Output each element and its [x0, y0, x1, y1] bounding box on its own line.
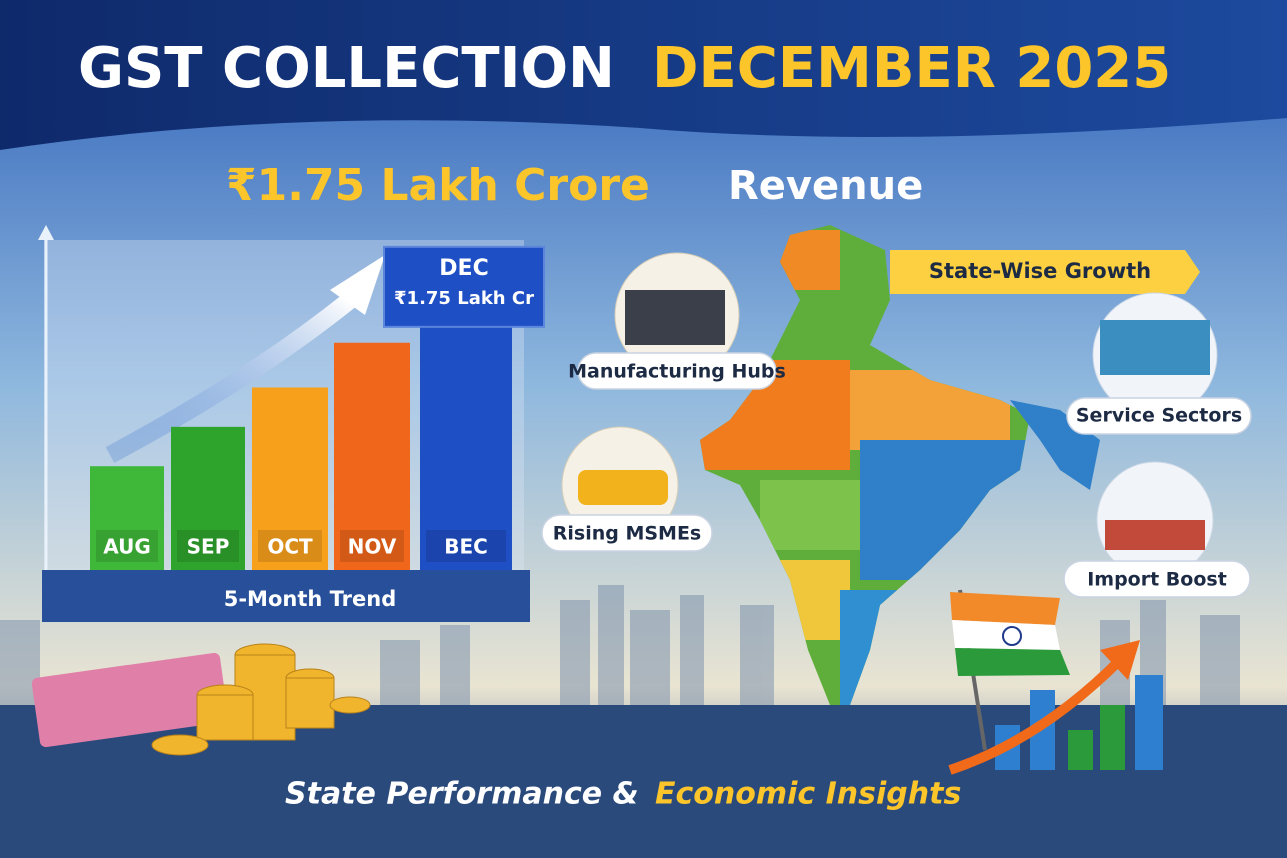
bar	[90, 466, 164, 570]
northeast	[1010, 400, 1100, 490]
x-tick-label: SEP	[187, 535, 230, 559]
title-band	[0, 0, 1287, 150]
banner-text: State-Wise Growth	[929, 259, 1151, 283]
chart-caption: 5-Month Trend	[224, 587, 397, 611]
headline-word: Revenue	[728, 163, 923, 209]
callouts: Manufacturing Hubs Service Sectors Risin…	[541, 252, 1252, 598]
decorations	[31, 589, 1163, 775]
banner: State-Wise Growth	[890, 250, 1200, 294]
footer-white: State Performance &	[285, 777, 639, 812]
bar-label-bg	[258, 530, 322, 562]
title-white: GST COLLECTION	[78, 36, 615, 101]
bar	[252, 387, 328, 570]
headline-amount: ₹1.75 Lakh Crore	[226, 160, 650, 211]
title-yellow: DECEMBER 2025	[652, 36, 1171, 101]
footer-yellow: Economic Insights	[655, 777, 961, 812]
trend-arrow-head	[330, 255, 385, 315]
value-label: ₹1.75 Lakh Cr	[394, 288, 534, 309]
bar-chart: AUG SEP OCT NOV BEC DEC ₹1.75 Lakh Cr 5-Month T…	[38, 225, 545, 622]
callout-text: Service Sectors	[1076, 405, 1242, 427]
x-tick-label: AUG	[103, 535, 151, 559]
callout-text: Import Boost	[1087, 569, 1227, 591]
bar-label-bg	[96, 530, 158, 562]
trend-arrow	[105, 292, 356, 463]
axis-arrow	[38, 225, 54, 240]
bar	[171, 426, 245, 570]
chart-base	[42, 570, 530, 622]
x-tick-label: OCT	[267, 535, 313, 559]
callout-text: Rising MSMEs	[553, 523, 702, 545]
callout-text: Manufacturing Hubs	[568, 361, 786, 383]
bar-label-bg	[177, 530, 239, 562]
ground	[0, 705, 1287, 858]
x-tick-label: NOV	[348, 535, 397, 559]
x-tick-label: BEC	[444, 535, 488, 559]
value-label-box	[383, 245, 545, 328]
bar	[334, 342, 410, 570]
bar-label-bg	[426, 530, 506, 562]
annotation: DEC	[439, 256, 488, 281]
bar-label-bg	[340, 530, 404, 562]
